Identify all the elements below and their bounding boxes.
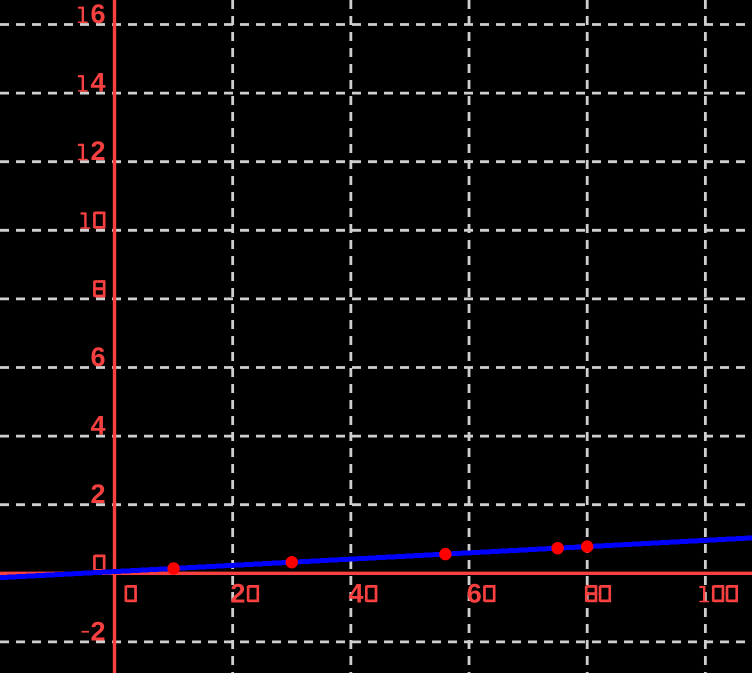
svg-text:4: 4 [91, 411, 106, 441]
svg-text:4: 4 [349, 578, 364, 608]
svg-text:4: 4 [91, 68, 106, 98]
svg-text:2: 2 [91, 136, 106, 166]
svg-text:6: 6 [91, 342, 106, 372]
svg-text:6: 6 [91, 0, 106, 29]
svg-text:6: 6 [467, 578, 482, 608]
svg-text:2: 2 [91, 479, 106, 509]
svg-text:2: 2 [91, 616, 106, 646]
svg-text:2: 2 [230, 578, 245, 608]
